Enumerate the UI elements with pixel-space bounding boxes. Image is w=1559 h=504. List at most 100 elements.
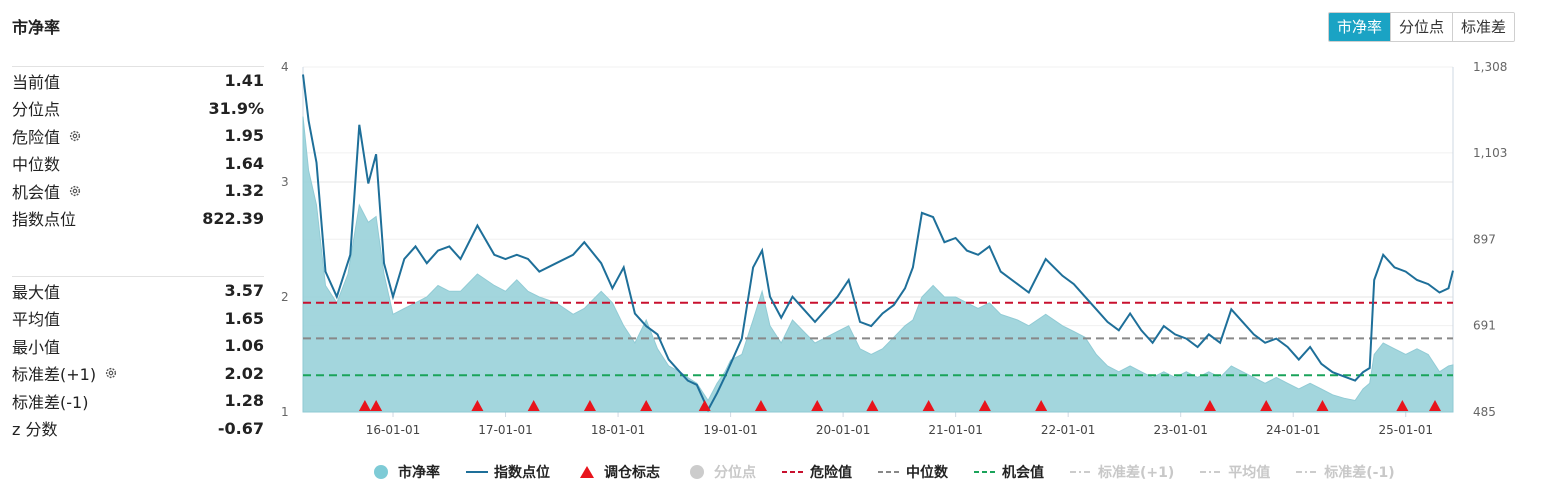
legend-label: 标准差(+1) xyxy=(1098,465,1175,481)
stat-value: 3.57 xyxy=(224,281,264,301)
legend-label: 中位数 xyxy=(906,465,948,481)
stat-label: 当前值 xyxy=(12,69,60,93)
pb-chart: 1 2 3 4 485 691 897 1,103 1,308 16-01-01 17-01-01 1… xyxy=(281,60,1507,437)
legend-dash-icon xyxy=(782,471,804,473)
legend-dashdot-icon xyxy=(1296,471,1319,473)
stat-row: 当前值 1.41 xyxy=(12,67,264,95)
stat-value: 1.65 xyxy=(224,308,264,328)
y-left-tick-label: 4 xyxy=(281,60,289,74)
stat-label-text: 标准差(-1) xyxy=(12,392,89,412)
legend-item[interactable]: 标准差(+1) xyxy=(1070,462,1174,482)
legend-label: 调仓标志 xyxy=(604,465,660,481)
stat-value: 1.32 xyxy=(224,181,264,201)
legend-dot-icon xyxy=(374,465,388,479)
settings-gear-icon[interactable] xyxy=(68,129,82,143)
stat-row: 指数点位 822.39 xyxy=(12,205,264,233)
rebalance-marker xyxy=(1203,400,1216,411)
stat-label-text: 最大值 xyxy=(12,282,61,302)
stat-row: 标准差(-1) 1.28 xyxy=(12,387,264,415)
stat-row: z 分数 -0.67 xyxy=(12,415,264,443)
rebalance-marker xyxy=(1396,400,1409,411)
settings-gear-icon[interactable] xyxy=(68,184,82,198)
x-tick-label: 19-01-01 xyxy=(703,423,757,437)
legend-line-icon xyxy=(466,471,488,473)
y-right-tick-label: 897 xyxy=(1473,232,1496,246)
legend-item[interactable]: 分位点 xyxy=(686,462,756,482)
rebalance-marker xyxy=(922,400,935,411)
stat-value: 1.64 xyxy=(224,153,264,173)
legend-item[interactable]: 平均值 xyxy=(1200,462,1270,482)
legend-label: 分位点 xyxy=(714,465,756,481)
stat-label: 危险值 xyxy=(12,124,82,148)
tab-stddev[interactable]: 标准差 xyxy=(1452,13,1515,41)
x-tick-label: 17-01-01 xyxy=(478,423,532,437)
legend-label: 平均值 xyxy=(1228,465,1271,481)
tab-percentile[interactable]: 分位点 xyxy=(1390,13,1453,41)
settings-gear-icon[interactable] xyxy=(104,366,118,380)
stat-label-text: 分位点 xyxy=(12,100,61,120)
stat-label: 中位数 xyxy=(12,151,60,175)
stat-value: 1.28 xyxy=(224,391,264,411)
legend-item[interactable]: 危险值 xyxy=(782,462,852,482)
legend-dashdot-icon xyxy=(1070,471,1092,473)
stat-row: 最大值 3.57 xyxy=(12,277,264,305)
y-left-tick-label: 3 xyxy=(281,175,289,189)
stat-row: 最小值 1.06 xyxy=(12,332,264,360)
legend-item[interactable]: 调仓标志 xyxy=(576,462,660,482)
legend-triangle-icon xyxy=(580,466,594,478)
legend-dash-icon xyxy=(974,471,996,473)
stat-label-text: 标准差(+1) xyxy=(12,365,97,385)
rebalance-marker xyxy=(527,400,540,411)
stat-value: 31.9% xyxy=(208,98,264,118)
stat-label: 平均值 xyxy=(12,306,60,330)
stat-row: 分位点 31.9% xyxy=(12,95,264,123)
stat-label: 机会值 xyxy=(12,179,82,203)
rebalance-marker xyxy=(358,400,371,411)
x-tick-label: 25-01-01 xyxy=(1379,423,1433,437)
stat-label: 最大值 xyxy=(12,279,60,303)
index-line-series xyxy=(302,74,1454,413)
stat-value: 1.06 xyxy=(224,336,264,356)
legend-label: 危险值 xyxy=(810,465,852,481)
y-right-tick-label: 691 xyxy=(1473,319,1496,333)
y-right-tick-label: 485 xyxy=(1473,405,1496,419)
metric-tabs: 市净率 分位点 标准差 xyxy=(1328,12,1516,42)
rebalance-marker xyxy=(370,400,383,411)
legend-label: 指数点位 xyxy=(494,465,550,481)
stats-panel-summary: 最大值 3.57 平均值 1.65 最小值 1.06 标准差(+1) 2.02 标准差(-1) 1… xyxy=(12,276,264,442)
stat-row: 标准差(+1) 2.02 xyxy=(12,360,264,388)
stat-label: 标准差(+1) xyxy=(12,361,118,385)
legend-item[interactable]: 标准差(-1) xyxy=(1296,462,1395,482)
stat-row: 危险值 1.95 xyxy=(12,122,264,150)
chart-legend: 市净率 指数点位 调仓标志 分位点 危险值 中位数 机会值 标准差(+1) 平均值 标准差(-1) xyxy=(370,462,1421,482)
stat-value: 1.95 xyxy=(224,126,264,146)
stats-panel-current: 当前值 1.41 分位点 31.9% 危险值 1.95 中位数 1.64 机会值 1.32 指数点位… xyxy=(12,66,264,232)
rebalance-marker xyxy=(811,400,824,411)
stat-value: 2.02 xyxy=(224,363,264,383)
y-left-tick-label: 2 xyxy=(281,290,289,304)
legend-item[interactable]: 中位数 xyxy=(878,462,948,482)
rebalance-marker xyxy=(978,400,991,411)
legend-item[interactable]: 机会值 xyxy=(974,462,1044,482)
stat-label: 最小值 xyxy=(12,334,60,358)
rebalance-marker xyxy=(1260,400,1273,411)
pb-area-series xyxy=(302,116,1454,413)
stat-label-text: 危险值 xyxy=(12,127,61,147)
rebalance-marker xyxy=(866,400,879,411)
stat-row: 中位数 1.64 xyxy=(12,150,264,178)
stat-value: -0.67 xyxy=(217,418,264,438)
rebalance-marker xyxy=(640,400,653,411)
legend-item[interactable]: 指数点位 xyxy=(466,462,550,482)
x-tick-label: 23-01-01 xyxy=(1153,423,1207,437)
y-right-tick-label: 1,308 xyxy=(1473,60,1507,74)
rebalance-marker xyxy=(698,400,711,411)
stat-value: 822.39 xyxy=(202,208,264,228)
legend-item[interactable]: 市净率 xyxy=(370,462,440,482)
tab-pb[interactable]: 市净率 xyxy=(1329,13,1391,41)
x-tick-label: 24-01-01 xyxy=(1266,423,1320,437)
stat-label: 分位点 xyxy=(12,96,60,120)
legend-dash-icon xyxy=(878,471,900,473)
stat-label-text: z 分数 xyxy=(12,420,58,440)
legend-label: 标准差(-1) xyxy=(1324,465,1395,481)
stat-row: 平均值 1.65 xyxy=(12,305,264,333)
